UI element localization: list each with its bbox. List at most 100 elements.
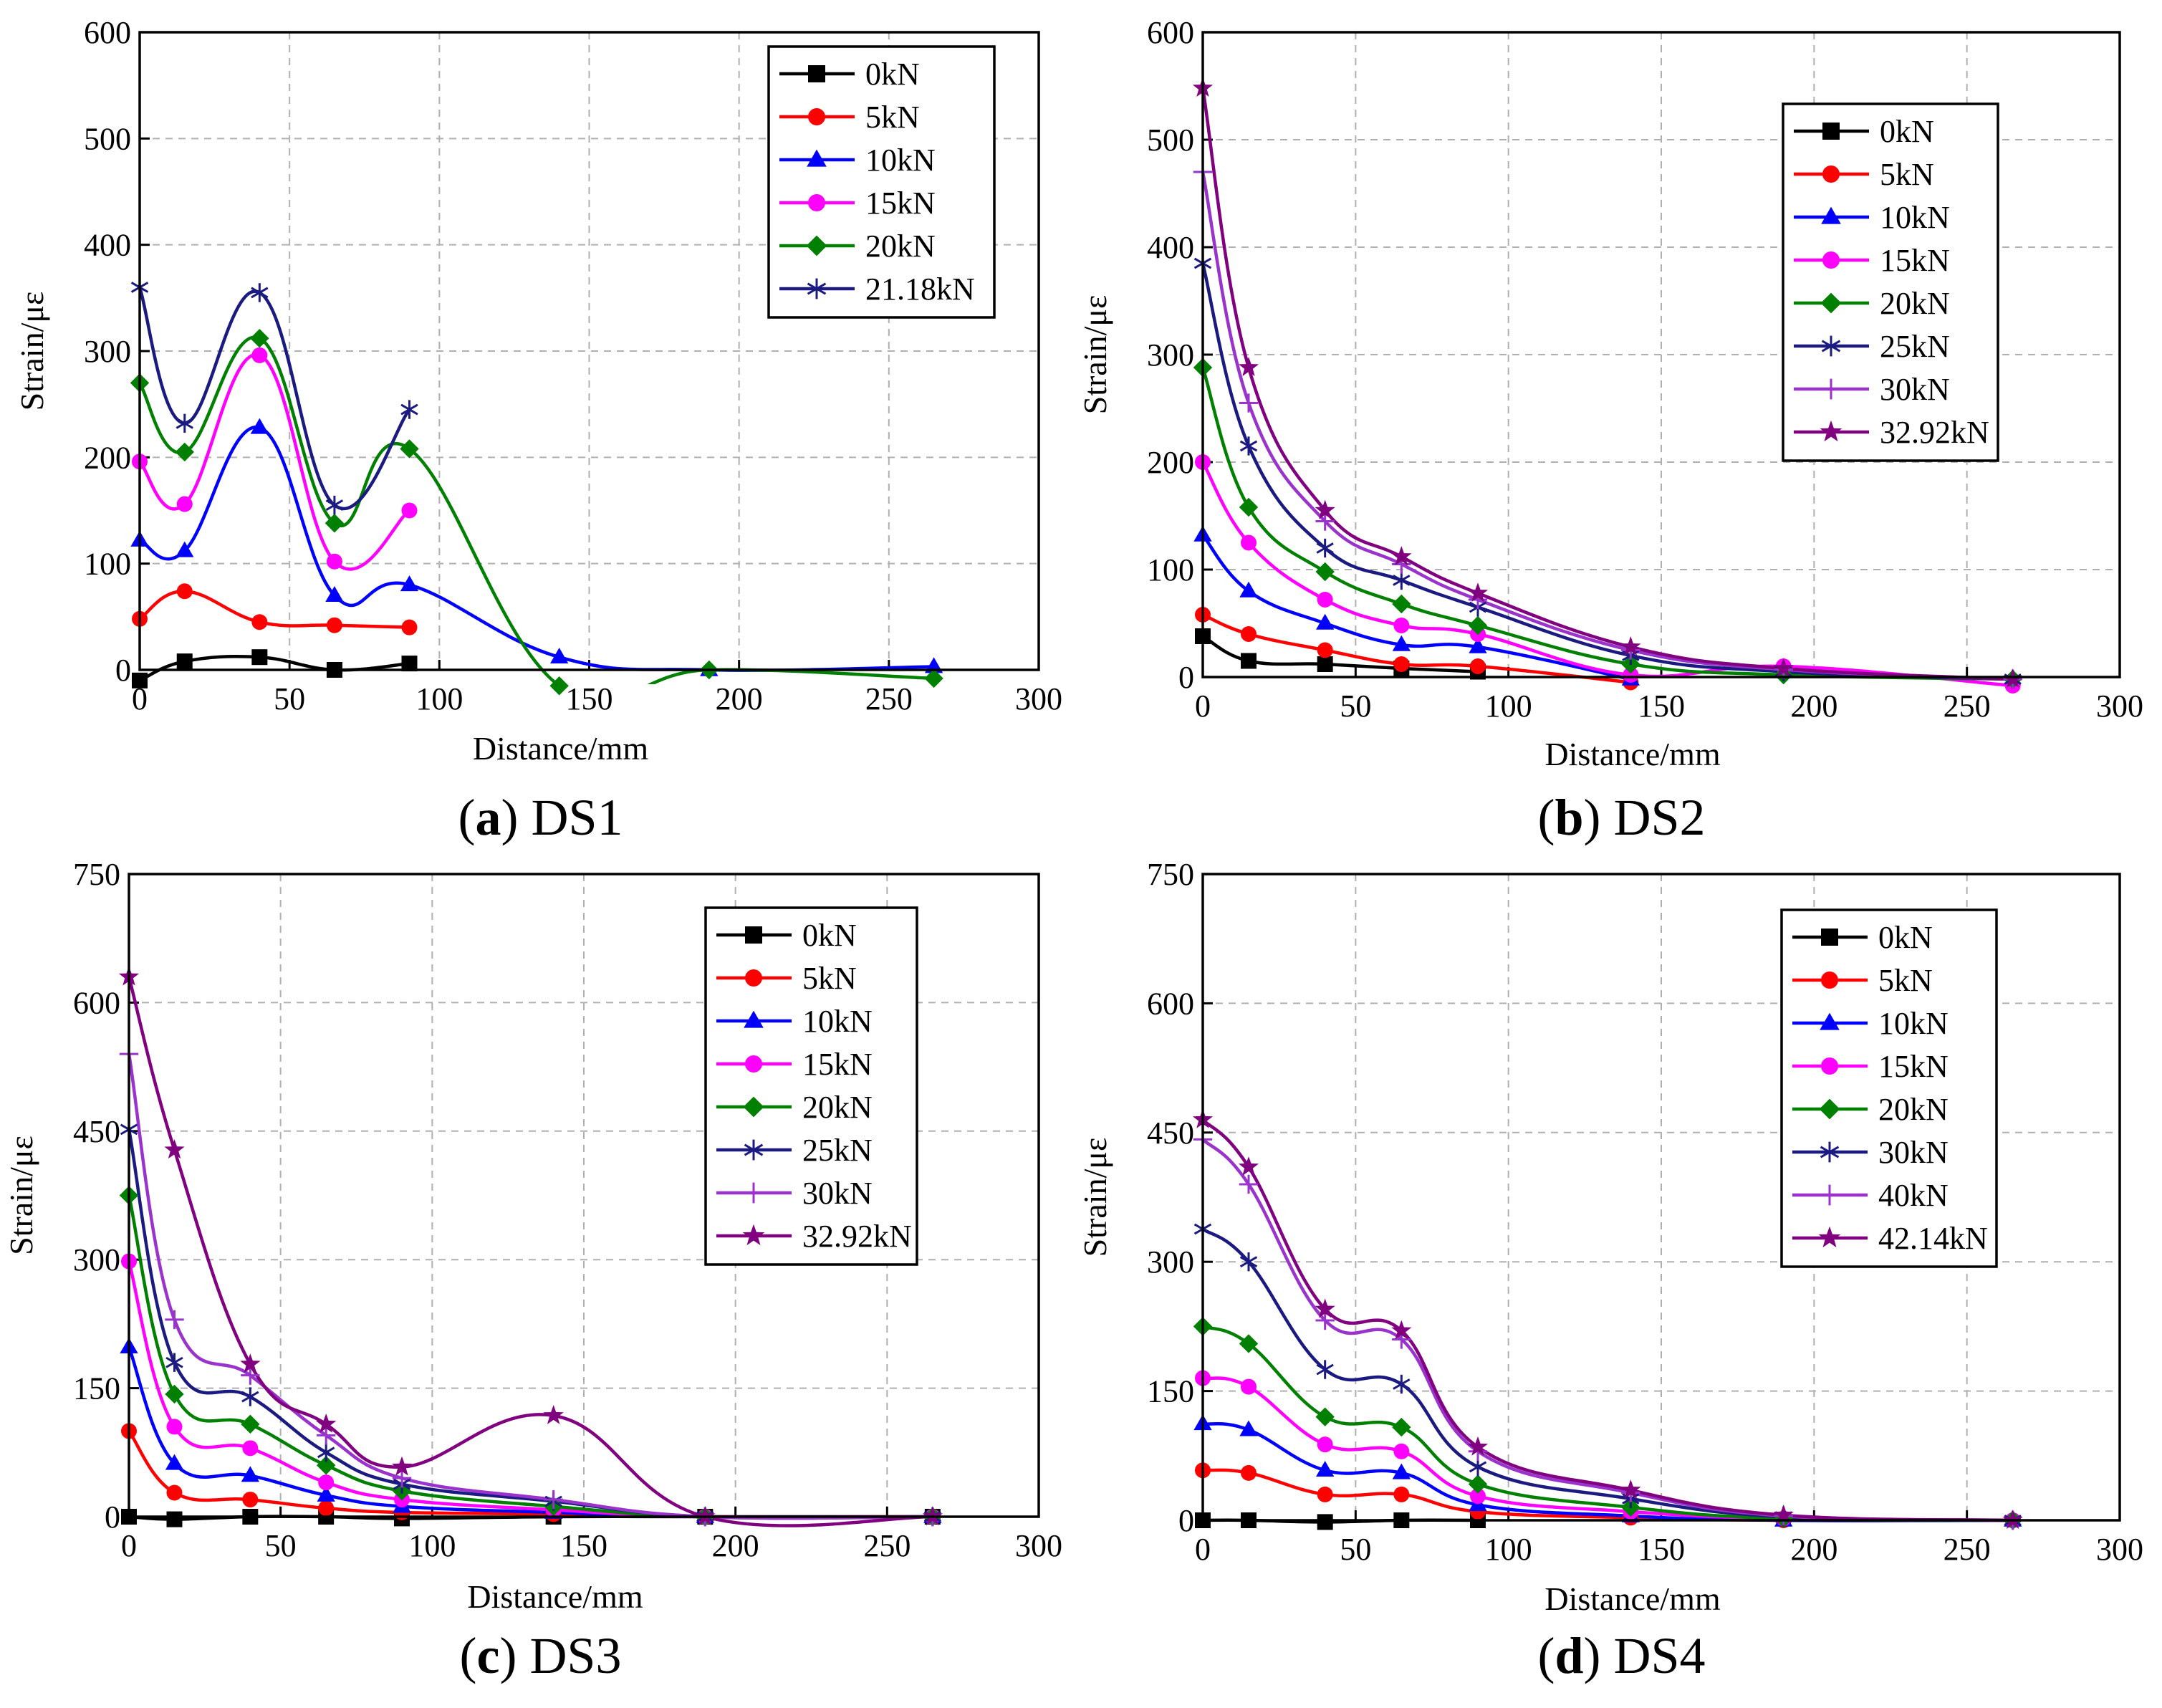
legend-item: 15kN <box>1792 1049 1949 1084</box>
y-tick-label: 750 <box>73 857 120 892</box>
series-line <box>140 426 934 672</box>
legend-item: 30kN <box>1794 372 1950 407</box>
chart-ds2: 0 50 100 150 200 250 300 0 100 200 300 400 500 600 Dis… <box>1077 15 2143 772</box>
y-tick-label: 0 <box>115 653 131 688</box>
y-tick-label: 0 <box>1178 660 1194 695</box>
data-point <box>166 1511 183 1527</box>
legend-label: 0kN <box>1880 114 1934 149</box>
data-point <box>318 1474 335 1491</box>
data-point <box>1239 393 1259 413</box>
legend-marker <box>1819 1098 1840 1120</box>
legend-label: 5kN <box>802 961 857 996</box>
data-point <box>1238 1156 1259 1176</box>
x-tick-label: 50 <box>1340 689 1371 724</box>
x-tick-label: 250 <box>865 681 913 716</box>
legend-label: 15kN <box>802 1047 873 1082</box>
legend-marker <box>1821 929 1838 946</box>
legend-box <box>1782 102 1999 462</box>
data-point <box>1620 636 1641 656</box>
legend-label: 0kN <box>802 918 857 953</box>
legend-marker <box>1820 1141 1840 1163</box>
x-tick-label: 0 <box>132 681 148 716</box>
x-axis-label: Distance/mm <box>1544 1580 1720 1617</box>
legend-item: 30kN <box>716 1176 873 1211</box>
x-tick-label: 100 <box>408 1528 456 1563</box>
legend-label: 20kN <box>802 1090 873 1125</box>
data-point <box>1241 653 1257 669</box>
legend-box <box>1780 908 1998 1268</box>
data-point <box>251 283 269 302</box>
y-tick-label: 100 <box>84 547 131 582</box>
data-point <box>176 496 193 512</box>
legend-item: 32.92kN <box>1794 415 1989 450</box>
plot-frame <box>138 31 1040 671</box>
legend: 0kN 5kN 10kN 15kN 20kN 25kN 30kN 32.92kN <box>1782 102 1999 462</box>
data-point <box>175 442 194 462</box>
data-point <box>1315 1407 1335 1426</box>
y-tick-label: 500 <box>84 121 131 156</box>
data-point <box>316 1456 336 1475</box>
data-point <box>251 347 268 363</box>
legend-marker <box>1820 292 1842 314</box>
y-tick-label: 450 <box>1147 1116 1194 1151</box>
legend-marker <box>742 1224 765 1246</box>
x-tick-label: 250 <box>1944 1532 1991 1567</box>
legend: 0kN 5kN 10kN 15kN 20kN 30kN 40kN 42.14kN <box>1780 908 1998 1268</box>
y-tick-label: 150 <box>1147 1374 1194 1409</box>
data-point <box>550 648 569 663</box>
x-tick-label: 0 <box>1195 1532 1211 1567</box>
x-tick-label: 100 <box>1485 1532 1532 1567</box>
legend-item: 15kN <box>1794 243 1950 278</box>
legend-label: 15kN <box>865 186 936 221</box>
data-point <box>132 672 148 689</box>
data-point <box>1392 594 1411 614</box>
data-point <box>176 413 193 433</box>
legend-box <box>704 906 918 1266</box>
data-point <box>1469 637 1487 653</box>
data-point <box>1239 1252 1258 1272</box>
legend-item: 15kN <box>779 186 936 221</box>
data-point <box>241 1366 260 1385</box>
data-point <box>1393 570 1411 590</box>
series-markers <box>1193 1317 2022 1530</box>
data-point <box>549 676 569 696</box>
legend-item: 10kN <box>1792 1006 1949 1041</box>
data-point <box>1391 546 1412 565</box>
legend-marker <box>743 1096 764 1118</box>
data-point <box>1773 1504 1794 1524</box>
legend-marker <box>1820 420 1842 442</box>
data-point <box>1317 656 1333 672</box>
x-tick-label: 150 <box>560 1528 607 1563</box>
data-point <box>1316 1461 1335 1477</box>
legend-marker <box>807 278 827 299</box>
legend-marker <box>1821 971 1838 989</box>
data-point <box>326 617 342 633</box>
y-tick-label: 200 <box>84 440 131 475</box>
data-point <box>1392 635 1411 651</box>
caption-name: DS4 <box>1613 1627 1706 1684</box>
legend-marker <box>808 65 825 82</box>
x-tick-label: 300 <box>2096 1532 2143 1567</box>
y-tick-label: 100 <box>1147 552 1194 587</box>
legend-label: 10kN <box>1878 1006 1949 1041</box>
series-markers <box>132 347 418 570</box>
data-point <box>1241 1378 1257 1395</box>
x-tick-label: 250 <box>1944 689 1991 724</box>
data-point <box>1239 436 1258 456</box>
legend-item: 0kN <box>1792 920 1933 955</box>
legend-item: 25kN <box>716 1133 873 1168</box>
data-point <box>325 514 345 533</box>
plot-frame <box>1201 873 2121 1522</box>
x-tick-label: 200 <box>1790 1532 1837 1567</box>
y-axis-label: Strain/με <box>14 292 50 411</box>
data-point <box>166 1419 183 1435</box>
x-tick-label: 200 <box>1790 689 1837 724</box>
chart-ds1: 0 50 100 150 200 250 300 0 100 200 300 400 500 600 Dis… <box>14 15 1062 767</box>
caption-letter: b <box>1555 789 1584 846</box>
legend-item: 10kN <box>779 143 936 178</box>
caption-ds3: (c) DS3 <box>459 1627 622 1684</box>
data-point <box>165 1454 184 1470</box>
caption-letter: a <box>475 789 501 846</box>
series-markers <box>130 329 943 696</box>
legend: 0kN 5kN 10kN 15kN 20kN 21.18kN <box>767 45 996 319</box>
